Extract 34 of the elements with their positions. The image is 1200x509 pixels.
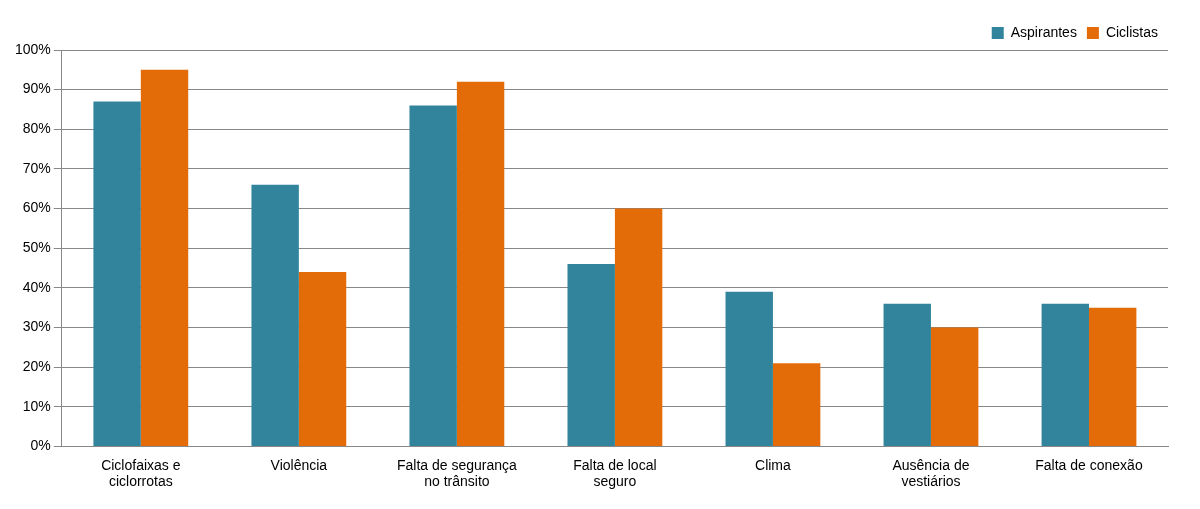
y-tick-label: 40% [22, 278, 51, 295]
legend-label: Ciclistas [1105, 23, 1159, 40]
bar [614, 208, 663, 446]
bar [93, 101, 141, 446]
bar [772, 363, 821, 446]
bar [567, 264, 615, 446]
x-tick-label: Ausência de vestiários [892, 456, 970, 490]
bar [140, 69, 189, 446]
y-tick-label: 90% [22, 80, 51, 97]
bar [1088, 307, 1137, 446]
y-tick-label: 100% [14, 40, 51, 57]
bar [725, 291, 773, 446]
x-tick-label: Ciclofaixas e ciclorrotas [101, 456, 181, 490]
bar [251, 184, 299, 446]
x-tick-label: Clima [755, 456, 792, 473]
y-tick-label: 10% [22, 397, 51, 414]
y-tick-label: 20% [22, 357, 51, 374]
y-tick-label: 70% [22, 159, 51, 176]
bar [298, 271, 347, 446]
x-tick-label: Falta de segurança no trânsito [396, 456, 518, 490]
x-tick-label: Falta de local seguro [573, 456, 657, 490]
bar [883, 303, 931, 446]
x-tick-label: Violência [270, 456, 328, 473]
y-tick-label: 30% [22, 318, 51, 335]
y-tick-label: 80% [22, 120, 51, 137]
bar [456, 81, 505, 446]
bar [1041, 303, 1089, 446]
x-tick-label: Falta de conexão [1035, 456, 1143, 473]
y-tick-label: 0% [30, 437, 51, 454]
bar [930, 327, 979, 446]
bar [409, 105, 457, 446]
y-tick-label: 60% [22, 199, 51, 216]
legend-label: Aspirantes [1010, 23, 1077, 40]
y-tick-label: 50% [22, 239, 51, 256]
